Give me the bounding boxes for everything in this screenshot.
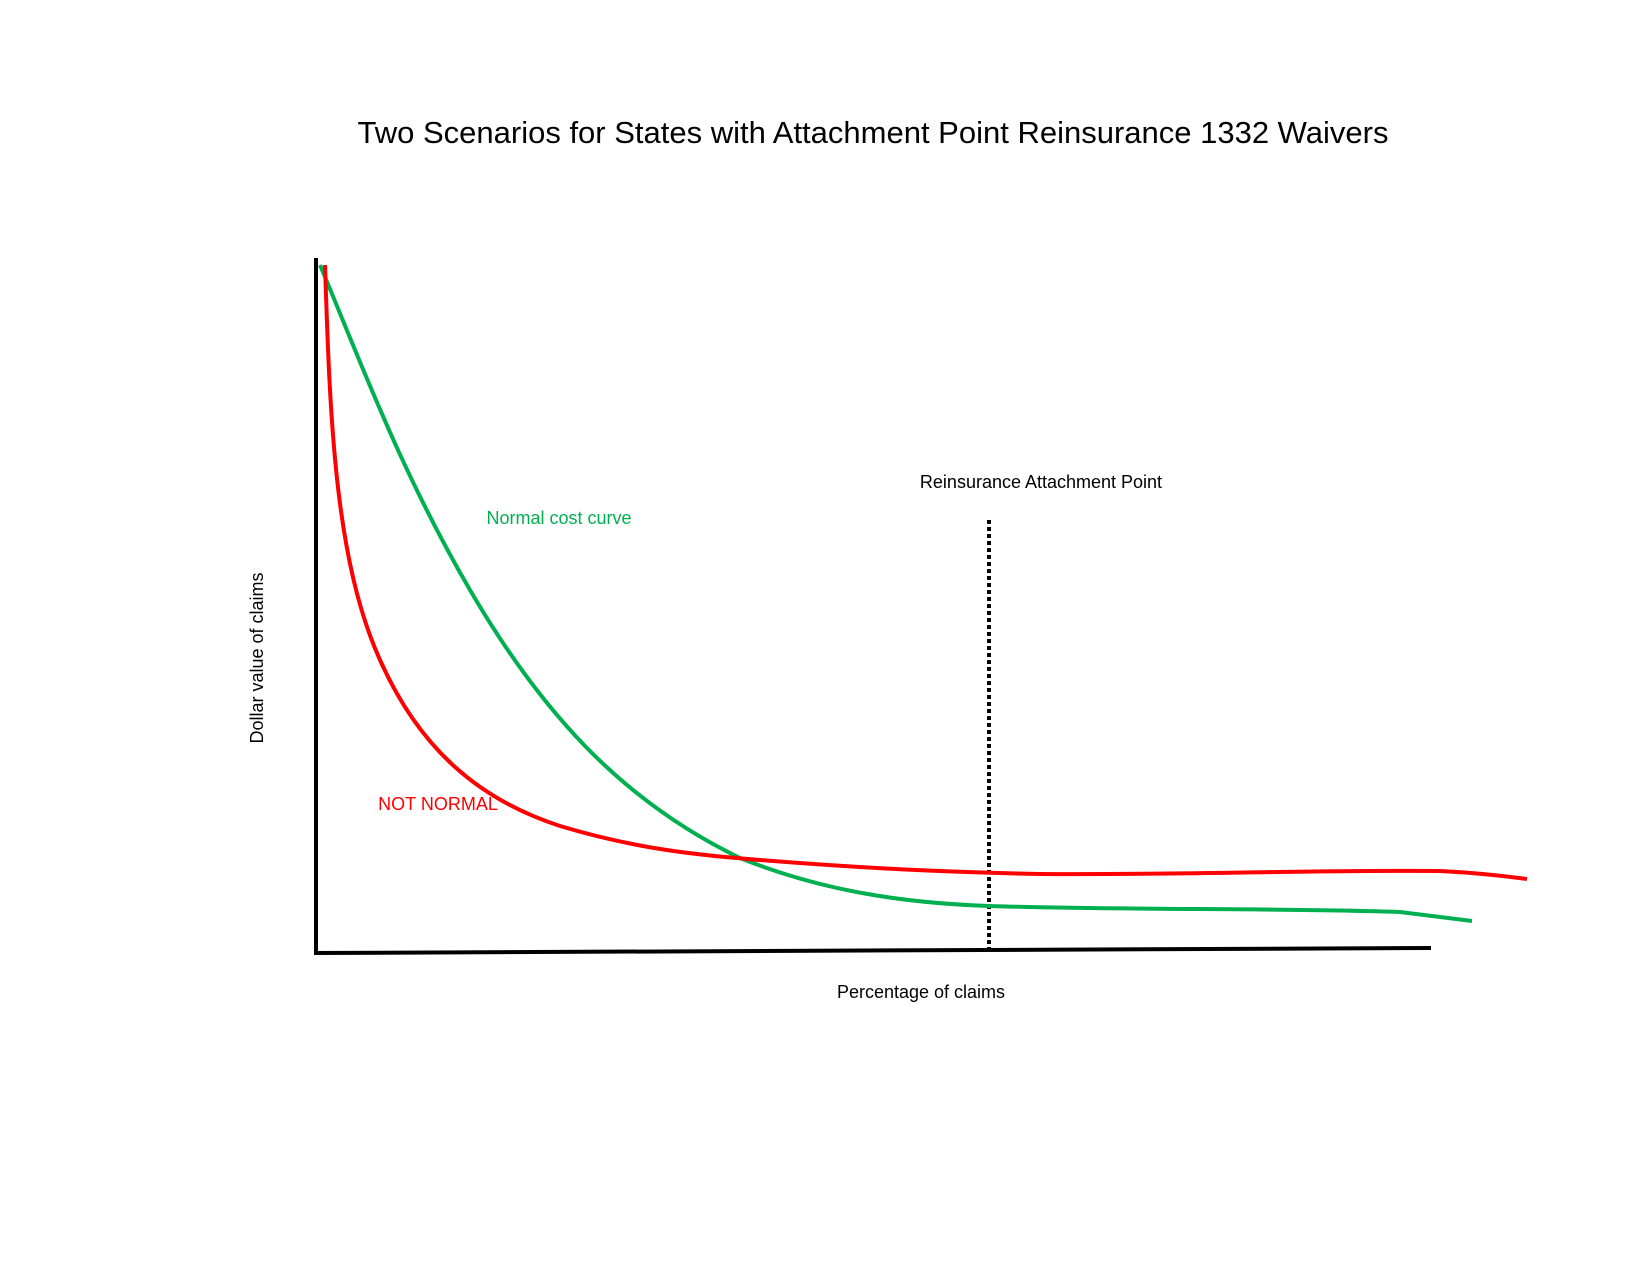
title: Two Scenarios for States with Attachment… xyxy=(358,115,1389,150)
normal-curve-label: Normal cost curve xyxy=(486,508,631,528)
x-axis xyxy=(313,946,1432,955)
not-normal-curve xyxy=(323,264,1528,881)
not-normal-label: NOT NORMAL xyxy=(378,794,498,814)
normal-cost-curve xyxy=(318,264,1473,923)
y-axis-label: Dollar value of claims xyxy=(247,572,267,743)
attachment-label: Reinsurance Attachment Point xyxy=(920,472,1162,492)
x-axis-label: Percentage of claims xyxy=(837,982,1005,1002)
